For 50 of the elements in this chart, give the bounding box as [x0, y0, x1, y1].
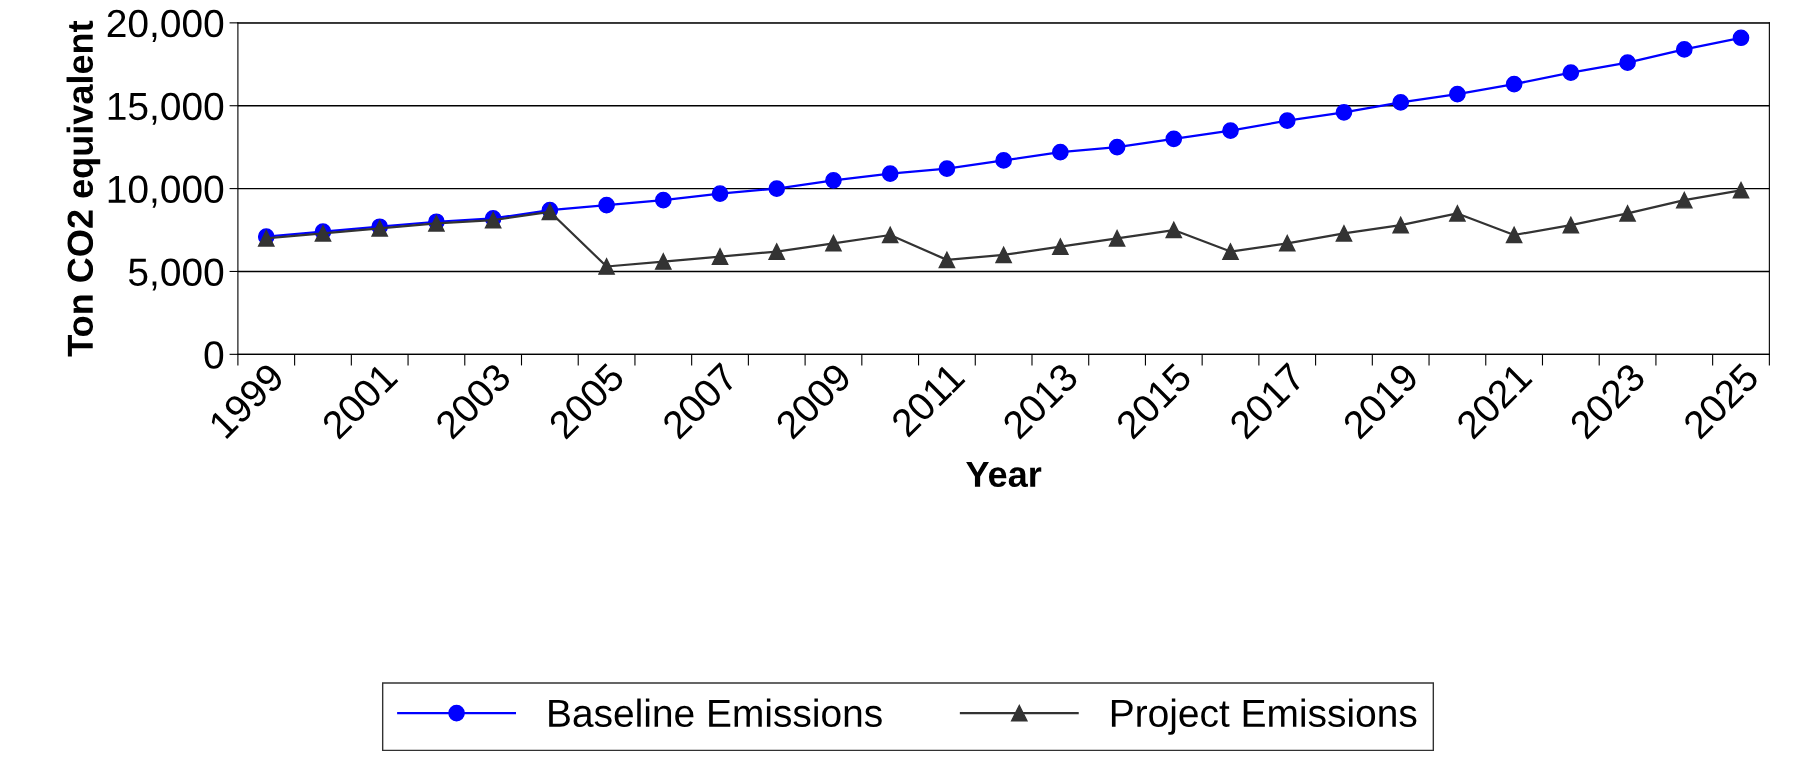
- point: [1278, 112, 1296, 129]
- point: [1732, 29, 1750, 47]
- point: [1222, 243, 1239, 260]
- point: [1505, 226, 1523, 244]
- point: [1562, 216, 1580, 234]
- point: [1619, 205, 1636, 222]
- point: [825, 234, 842, 252]
- point: [825, 171, 842, 189]
- point: [1165, 221, 1183, 239]
- point: [711, 185, 729, 202]
- point: [768, 180, 786, 197]
- point: [1675, 191, 1693, 209]
- point: [1335, 225, 1353, 242]
- point: [1165, 130, 1183, 148]
- point: [1278, 234, 1296, 252]
- y-tick-label: 20,000: [107, 9, 224, 42]
- point: [1222, 122, 1239, 139]
- point: [1052, 143, 1069, 161]
- legend-label: Baseline Emissions: [549, 698, 882, 728]
- point: [1335, 104, 1353, 121]
- y-tick-label: 10,000: [108, 175, 224, 208]
- point: [995, 246, 1012, 264]
- point: [1562, 64, 1580, 81]
- point: [1732, 181, 1750, 199]
- y-tick-label: 15,000: [108, 92, 224, 125]
- point: [1052, 238, 1069, 255]
- point: [995, 152, 1012, 169]
- x-axis-title: Year: [966, 461, 1042, 488]
- y-axis-title: Ton CO2 equivalent: [66, 20, 101, 357]
- point: [711, 248, 729, 265]
- point: [768, 243, 786, 260]
- point: [1449, 205, 1466, 222]
- point: [1505, 75, 1523, 93]
- y-tick-label: 5,000: [128, 258, 224, 291]
- point: [1675, 41, 1693, 58]
- point: [1392, 216, 1410, 234]
- point: [1108, 138, 1126, 156]
- point: [1449, 85, 1466, 103]
- point: [598, 258, 615, 275]
- point: [654, 253, 672, 270]
- point: [1108, 229, 1126, 247]
- legend-label: Project Emissions: [1111, 698, 1417, 735]
- point: [938, 160, 956, 178]
- point: [881, 226, 899, 244]
- point: [654, 191, 672, 209]
- point: [881, 165, 899, 183]
- point: [1619, 54, 1636, 71]
- point: [1392, 94, 1410, 111]
- point: [938, 251, 956, 269]
- point: [598, 196, 615, 214]
